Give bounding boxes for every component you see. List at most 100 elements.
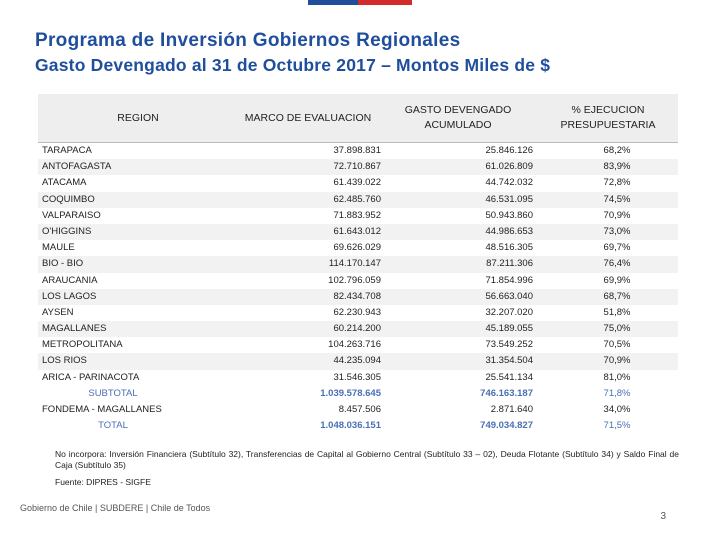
pct-cell: 76,4% (603, 258, 631, 270)
gasto-cell: 48.516.305 (485, 242, 533, 254)
region-cell: SUBTOTAL (88, 387, 138, 399)
gasto-cell: 32.207.020 (485, 306, 533, 318)
table-row: LOS RIOS 44.235.094 31.354.504 70,9% (38, 353, 678, 370)
pct-cell: 75,0% (603, 323, 631, 335)
gasto-cell: 25.846.126 (485, 145, 533, 156)
region-cell: LOS RIOS (42, 355, 87, 367)
marco-cell: 104.263.716 (328, 339, 381, 351)
table-row: ATACAMA 61.439.022 44.742.032 72,8% (38, 175, 678, 191)
budget-table: REGION MARCO DE EVALUACION GASTO DEVENGA… (38, 94, 678, 434)
header-pct: % EJECUCION PRESUPUESTARIA (560, 104, 656, 131)
pct-cell: 74,5% (603, 193, 631, 205)
gasto-cell: 87.211.306 (486, 258, 533, 270)
marco-cell: 44.235.094 (333, 355, 381, 367)
subtotal-row: SUBTOTAL 1.039.578.645 746.163.187 71,8% (38, 386, 678, 402)
marco-cell: 62.230.943 (333, 306, 381, 318)
source-note: Fuente: DIPRES - SIGFE (55, 477, 151, 487)
region-cell: TOTAL (98, 420, 128, 432)
table-row: AYSEN 62.230.943 32.207.020 51,8% (38, 305, 678, 321)
table-row: ARAUCANIA 102.796.059 71.854.996 69,9% (38, 273, 678, 289)
region-cell: METROPOLITANA (42, 339, 123, 351)
pct-cell: 69,7% (603, 242, 631, 254)
gasto-cell: 44.742.032 (485, 177, 533, 189)
marco-cell: 61.643.012 (333, 225, 381, 237)
marco-cell: 31.546.305 (333, 371, 381, 383)
region-cell: ANTOFAGASTA (42, 161, 112, 173)
marco-cell: 102.796.059 (328, 274, 381, 286)
table-body: TARAPACA 37.898.831 25.846.126 68,2% ANTOFAG… (38, 143, 678, 434)
gasto-cell: 71.854.996 (485, 274, 533, 286)
total-row: TOTAL 1.048.036.151 749.034.827 71,5% (38, 418, 678, 434)
pct-cell: 68,2% (603, 145, 631, 156)
marco-cell: 69.626.029 (333, 242, 381, 254)
header-marco: MARCO DE EVALUACION (244, 111, 372, 124)
pct-cell: 71,8% (603, 387, 631, 399)
pct-cell: 69,9% (603, 274, 631, 286)
pct-cell: 70,9% (603, 355, 631, 367)
pct-cell: 72,8% (603, 177, 631, 189)
marco-cell: 37.898.831 (333, 145, 381, 156)
table-row: BIO - BIO 114.170.147 87.211.306 76,4% (38, 256, 678, 273)
pct-cell: 83,9% (603, 161, 631, 173)
marco-cell: 114.170.147 (328, 258, 381, 270)
gasto-cell: 61.026.809 (485, 161, 533, 173)
region-cell: O'HIGGINS (42, 225, 92, 237)
table-row: ANTOFAGASTA 72.710.867 61.026.809 83,9% (38, 159, 678, 176)
pct-cell: 81,0% (603, 371, 631, 383)
marco-cell: 60.214.200 (333, 323, 381, 335)
gasto-cell: 2.871.640 (490, 404, 533, 415)
gasto-cell: 46.531.095 (485, 193, 533, 205)
table-header: REGION MARCO DE EVALUACION GASTO DEVENGA… (38, 94, 678, 143)
gasto-cell: 56.663.040 (485, 290, 533, 302)
marco-cell: 61.439.022 (333, 177, 381, 189)
region-cell: ATACAMA (42, 177, 87, 189)
gasto-cell: 746.163.187 (480, 387, 533, 399)
page-number: 3 (660, 511, 666, 522)
region-cell: ARICA - PARINACOTA (42, 371, 140, 383)
gasto-cell: 73.549.252 (485, 339, 533, 351)
flag-blue-segment (308, 0, 358, 5)
gasto-cell: 50.943.860 (485, 209, 533, 221)
region-cell: COQUIMBO (42, 193, 95, 205)
table-row: COQUIMBO 62.485.760 46.531.095 74,5% (38, 191, 678, 208)
marco-cell: 71.883.952 (333, 209, 381, 221)
table-row: METROPOLITANA 104.263.716 73.549.252 70,5% (38, 337, 678, 353)
table-row: FONDEMA - MAGALLANES 8.457.506 2.871.640 34… (38, 402, 678, 418)
pct-cell: 51,8% (603, 306, 631, 318)
region-cell: MAULE (42, 242, 75, 254)
pct-cell: 70,5% (603, 339, 631, 351)
region-cell: ARAUCANIA (42, 274, 98, 286)
pct-cell: 34,0% (603, 404, 631, 415)
pct-cell: 70,9% (603, 209, 631, 221)
page-title: Programa de Inversión Gobiernos Regional… (35, 30, 461, 51)
gasto-cell: 749.034.827 (480, 420, 533, 432)
header-gasto: GASTO DEVENGADO ACUMULADO (404, 104, 512, 131)
pct-cell: 71,5% (603, 420, 631, 432)
footnote: No incorpora: Inversión Financiera (Subt… (55, 449, 679, 470)
table-row: VALPARAISO 71.883.952 50.943.860 70,9% (38, 208, 678, 224)
gasto-cell: 44.986.653 (485, 225, 533, 237)
marco-cell: 1.039.578.645 (320, 387, 381, 399)
marco-cell: 62.485.760 (333, 193, 381, 205)
pct-cell: 73,0% (603, 225, 631, 237)
region-cell: AYSEN (42, 306, 74, 318)
table-row: TARAPACA 37.898.831 25.846.126 68,2% (38, 143, 678, 159)
marco-cell: 8.457.506 (338, 404, 381, 415)
flag-red-segment (358, 0, 412, 5)
region-cell: MAGALLANES (42, 323, 107, 335)
table-row: O'HIGGINS 61.643.012 44.986.653 73,0% (38, 223, 678, 241)
pct-cell: 68,7% (603, 290, 631, 302)
footer-text: Gobierno de Chile | SUBDERE | Chile de T… (20, 503, 211, 513)
gasto-cell: 31.354.504 (485, 355, 533, 367)
marco-cell: 72.710.867 (333, 161, 381, 173)
table-row: LOS LAGOS 82.434.708 56.663.040 68,7% (38, 288, 678, 305)
region-cell: TARAPACA (42, 145, 92, 156)
gasto-cell: 25.541.134 (485, 371, 533, 383)
chile-flag-bar (308, 0, 412, 5)
region-cell: FONDEMA - MAGALLANES (42, 404, 162, 415)
table-row: ARICA - PARINACOTA 31.546.305 25.541.134 81… (38, 370, 678, 386)
gasto-cell: 45.189.055 (485, 323, 533, 335)
region-cell: BIO - BIO (42, 258, 84, 270)
marco-cell: 1.048.036.151 (320, 420, 381, 432)
table-row: MAGALLANES 60.214.200 45.189.055 75,0% (38, 321, 678, 338)
